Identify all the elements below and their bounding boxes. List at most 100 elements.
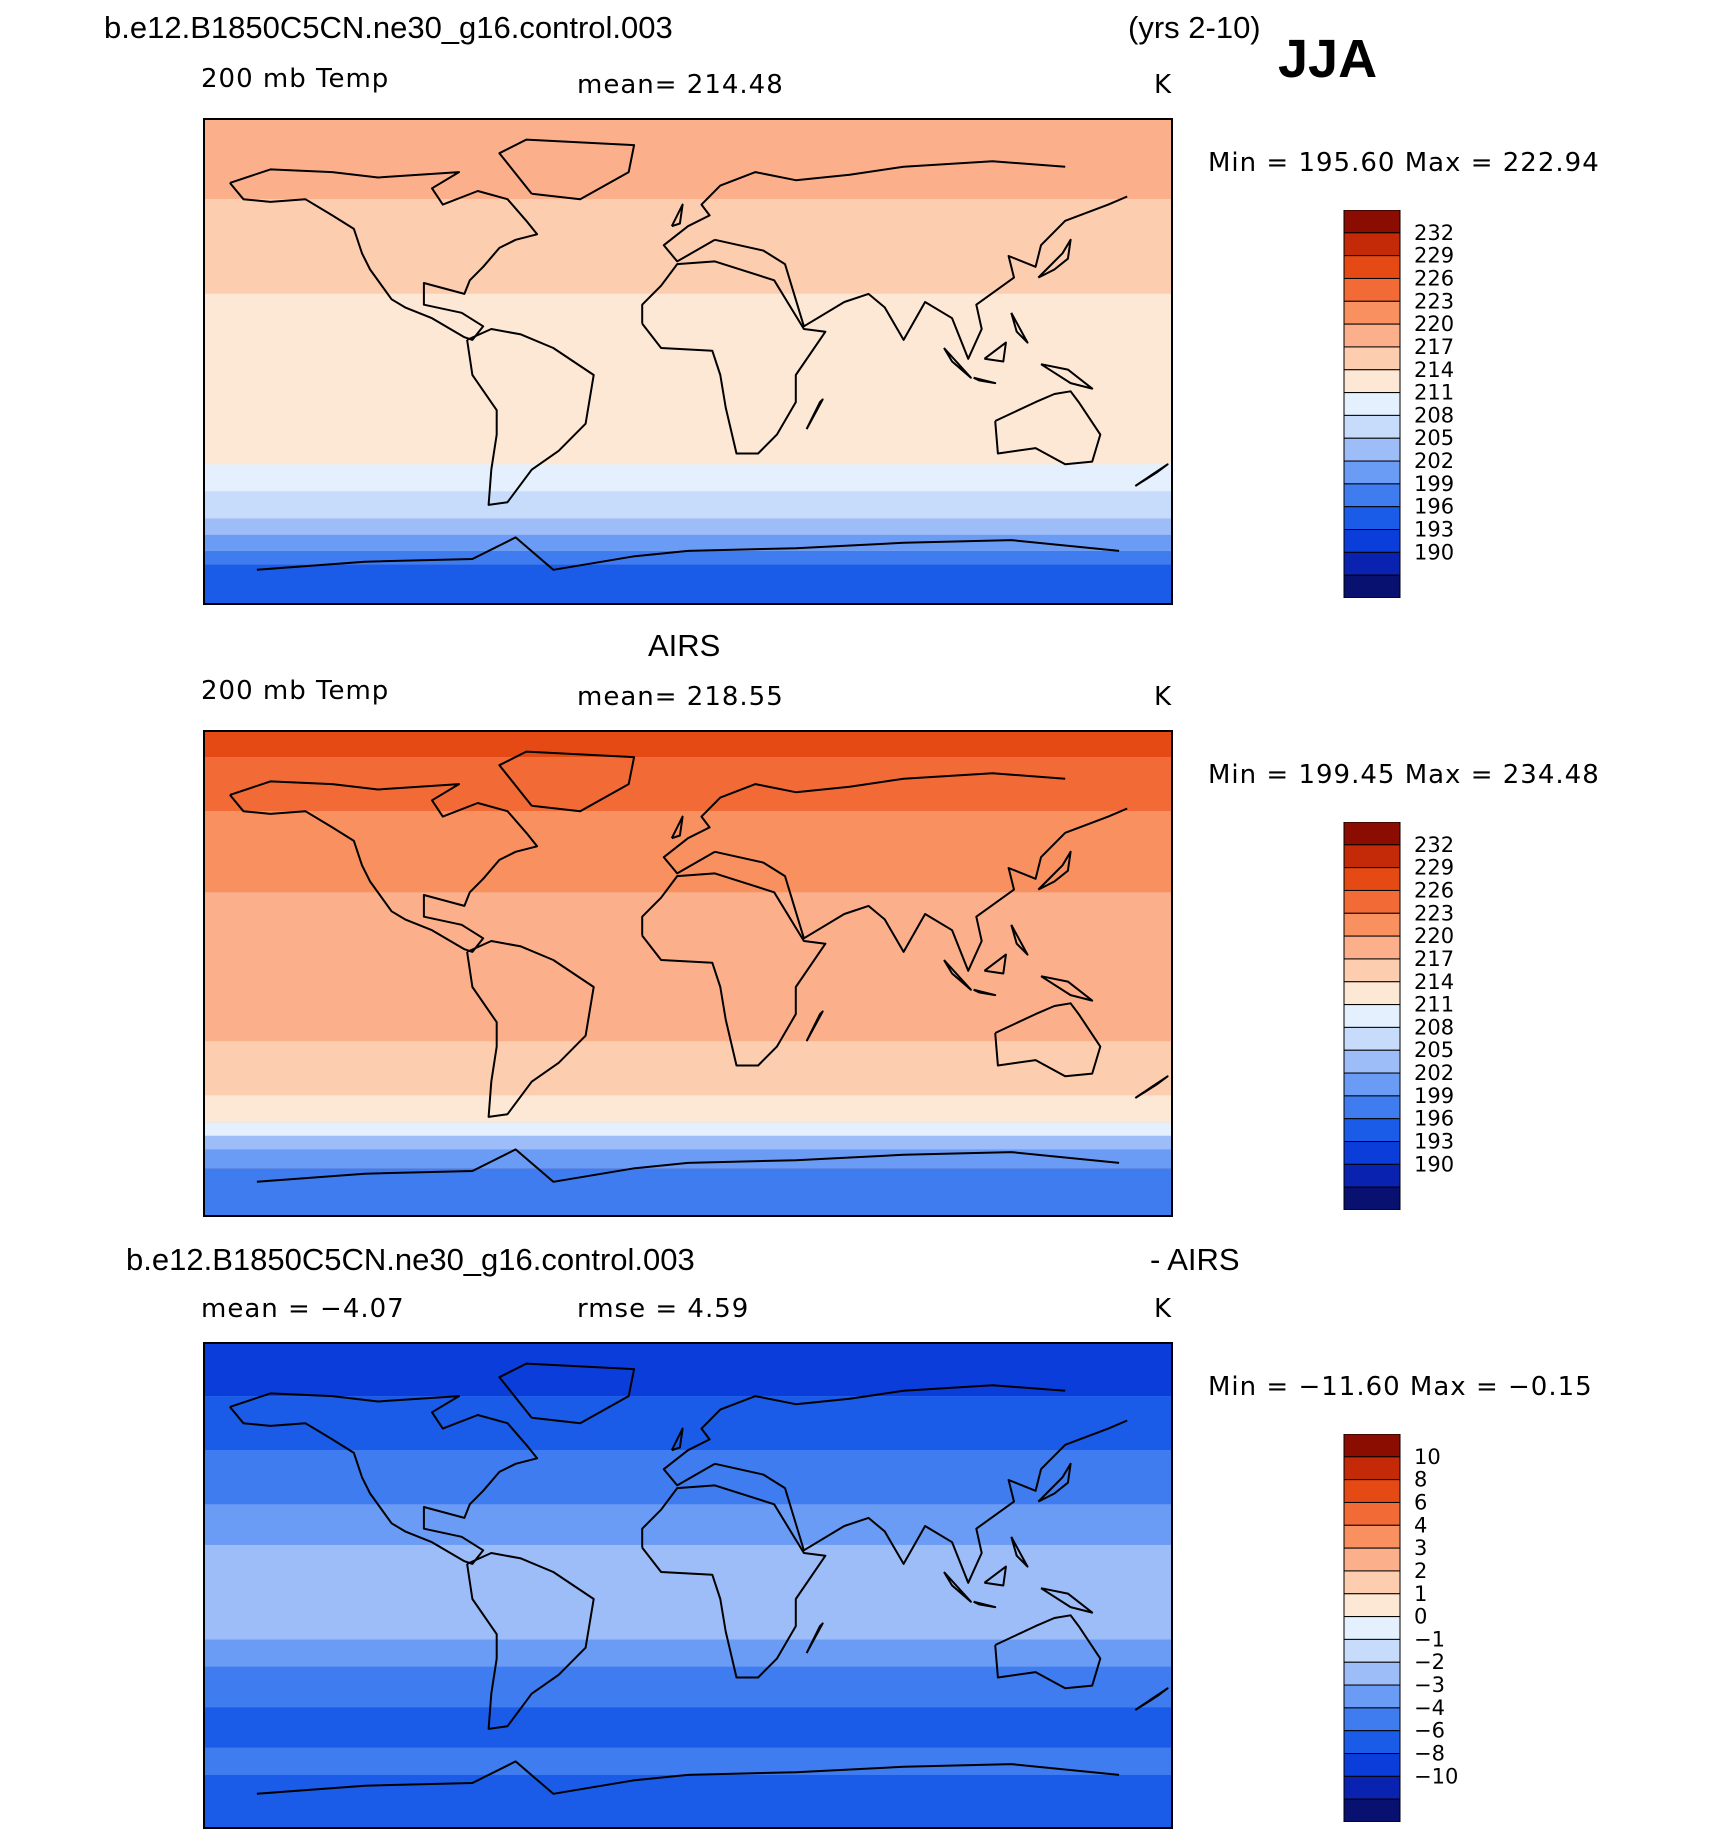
colorbar-box	[1343, 1616, 1401, 1640]
contour-band	[203, 1041, 1173, 1096]
panel3-minmax: Min = −11.60 Max = −0.15	[1208, 1372, 1593, 1402]
colorbar-label: 4	[1414, 1513, 1427, 1537]
colorbar-box	[1343, 1547, 1401, 1572]
coastline	[498, 750, 636, 813]
colorbar-box	[1343, 1095, 1401, 1120]
contour-band	[203, 429, 1173, 465]
coastline	[973, 1600, 997, 1609]
colorbar-box	[1343, 1684, 1401, 1709]
colorbar-box	[1343, 1456, 1401, 1481]
colorbar-label: 202	[1414, 449, 1454, 473]
coastline	[203, 160, 1128, 360]
contour-band	[203, 1396, 1173, 1451]
contour-band	[203, 1639, 1173, 1667]
coastline	[1134, 1075, 1169, 1099]
colorbar-label: 199	[1414, 1084, 1454, 1108]
contour-band	[203, 1774, 1173, 1829]
colorbar-label: 193	[1414, 518, 1454, 542]
contour-band	[203, 1450, 1173, 1505]
colorbar-label: 10	[1414, 1445, 1441, 1469]
map-frame	[203, 118, 1173, 605]
colorbar-box	[1343, 529, 1401, 553]
contour-band	[203, 811, 1173, 893]
panel1-map	[203, 118, 1173, 605]
colorbar-box	[1343, 277, 1401, 302]
colorbar-box	[1343, 1638, 1401, 1663]
colorbar-box	[1343, 1049, 1401, 1074]
colorbar-box	[1343, 1501, 1401, 1526]
coastline	[1134, 1687, 1169, 1711]
colorbar-label: 208	[1414, 403, 1454, 427]
coastline	[229, 1392, 539, 1565]
colorbar-label: 190	[1414, 1152, 1454, 1176]
coastline	[256, 1760, 1120, 1795]
colorbar-box	[1343, 232, 1401, 257]
colorbar-label: 196	[1414, 1107, 1454, 1131]
panel1-minmax: Min = 195.60 Max = 222.94	[1208, 148, 1600, 178]
contour-band	[203, 1095, 1173, 1123]
contour-band	[203, 1544, 1173, 1640]
colorbar-label: 217	[1414, 947, 1454, 971]
colorbar-box	[1343, 1141, 1401, 1165]
panel3-units-label: K	[1154, 1294, 1173, 1324]
coastline	[1040, 363, 1094, 390]
coastline	[994, 1614, 1102, 1690]
panel1-colorbar: 2322292262232202172142112082052021991961…	[1343, 210, 1454, 598]
coastline	[229, 780, 539, 953]
colorbar-box	[1343, 437, 1401, 462]
coastline	[466, 940, 595, 1118]
colorbar-label: 0	[1414, 1605, 1427, 1629]
colorbar-box	[1343, 1186, 1401, 1210]
colorbar-box	[1343, 1479, 1401, 1503]
coastlines	[203, 1362, 1169, 1795]
colorbar-box	[1343, 822, 1401, 846]
colorbar-label: 229	[1414, 856, 1454, 880]
colorbar-label: −1	[1414, 1627, 1445, 1651]
panel3-rmse-label: rmse = 4.59	[577, 1294, 750, 1324]
colorbar-label: 205	[1414, 426, 1454, 450]
coastline	[641, 872, 827, 1067]
colorbar-label: −4	[1414, 1696, 1445, 1720]
map-frame	[203, 1342, 1173, 1829]
coastline	[943, 347, 972, 379]
coastline	[983, 341, 1007, 363]
colorbar-box	[1343, 551, 1401, 576]
coastline	[983, 1565, 1007, 1587]
coastline	[1037, 238, 1072, 279]
coastline	[943, 1571, 972, 1603]
colorbar-label: 229	[1414, 244, 1454, 268]
coastline	[670, 815, 684, 840]
coastline	[466, 328, 595, 506]
colorbar-label: 205	[1414, 1038, 1454, 1062]
colorbar-box	[1343, 323, 1401, 348]
colorbar-label: 193	[1414, 1130, 1454, 1154]
coastline	[1010, 1536, 1029, 1568]
panel3-mean-label: mean = −4.07	[201, 1294, 405, 1324]
colorbar-label: 199	[1414, 472, 1454, 496]
colorbar-label: −8	[1414, 1742, 1445, 1766]
panel3-map	[203, 1342, 1173, 1829]
coastline	[973, 376, 997, 385]
colorbar-box	[1343, 1593, 1401, 1618]
colorbar-label: 196	[1414, 495, 1454, 519]
coastline	[1037, 850, 1072, 891]
contour-band	[203, 1135, 1173, 1150]
colorbar-box	[1343, 369, 1401, 394]
colorbar-box	[1343, 1798, 1401, 1822]
panel2-variable-label: 200 mb Temp	[201, 676, 390, 706]
season-label: JJA	[1278, 29, 1378, 89]
colorbar-label: 202	[1414, 1061, 1454, 1085]
colorbar-box	[1343, 483, 1401, 508]
map-frame	[203, 730, 1173, 1217]
contour-band	[203, 564, 1173, 605]
contour-band	[203, 518, 1173, 535]
contour-band	[203, 1666, 1173, 1708]
panel1-mean-label: mean= 214.48	[577, 70, 784, 100]
colorbar-box	[1343, 460, 1401, 485]
contour-band	[203, 1168, 1173, 1217]
contour-band	[203, 534, 1173, 551]
colorbar-box	[1343, 1004, 1401, 1028]
coastline	[203, 1384, 1128, 1584]
colorbar-label: 214	[1414, 358, 1454, 382]
colorbar-box	[1343, 889, 1401, 914]
